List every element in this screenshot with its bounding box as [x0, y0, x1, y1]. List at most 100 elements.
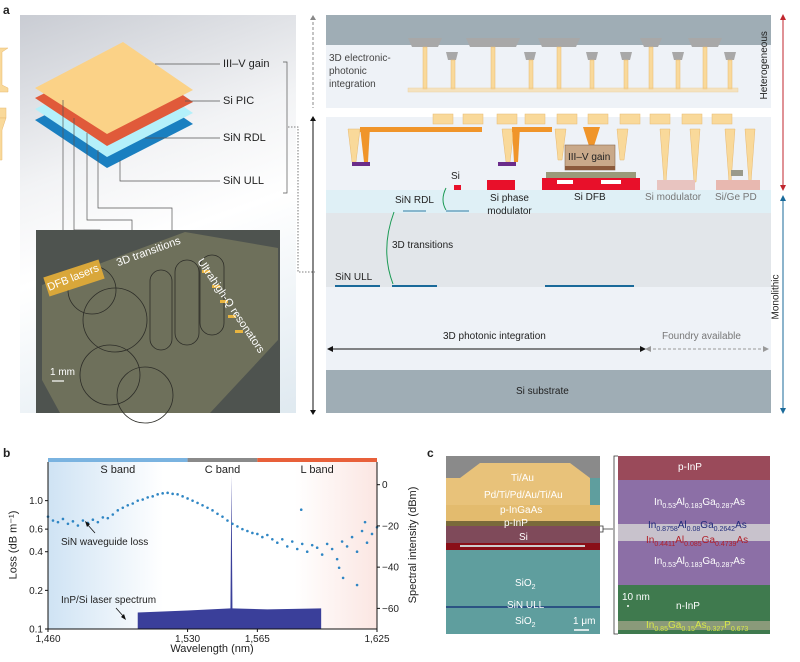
routing-metal: [360, 127, 600, 162]
loss-point: [166, 491, 169, 495]
sem-label-p-ingaas: p-InGaAs: [500, 505, 543, 516]
loss-point: [181, 495, 184, 498]
dotted-connector: [288, 126, 315, 273]
si-substrate: [326, 370, 771, 413]
loss-point: [161, 492, 164, 495]
loss-point: [141, 498, 145, 501]
contact-layer: [446, 505, 600, 521]
sem-label-sio2-upper: SiO2: [515, 578, 536, 591]
loss-point: [285, 545, 289, 548]
label-3d-transitions: 3D transitions: [392, 240, 454, 251]
sem-label-sin-ull: SiN ULL: [507, 600, 545, 611]
y-tick-label-left: 0.4: [29, 547, 43, 558]
sem-label-sio2-lower: SiO2: [515, 616, 536, 629]
iiiv-gain-chip: [564, 144, 616, 171]
loss-point: [241, 527, 244, 531]
label-si-modulator: Si modulator: [645, 192, 702, 203]
heater-1: [352, 162, 370, 166]
loss-point: [196, 501, 199, 505]
stack-label-sin-ull: SiN ULL: [223, 175, 264, 187]
sem-label-p-inp: p-InP: [504, 518, 528, 529]
annotation-laser: InP/Si laser spectrum: [61, 595, 157, 606]
ti-au-layer: [446, 463, 590, 508]
loss-point: [280, 537, 284, 541]
sem-scale-bar: 1 μm: [573, 616, 596, 627]
loss-point: [151, 495, 154, 498]
pillar-columns: [347, 46, 756, 183]
x-tick-label: 1,565: [245, 634, 270, 645]
loss-point: [96, 520, 100, 524]
electronic-pillars: [0, 47, 9, 161]
label-si-phase-modulator: Si phase modulator: [487, 193, 532, 217]
sem-label-ti-au: Ti/Au: [511, 473, 534, 484]
sin-ull-band: [326, 213, 771, 287]
stack-label-sin-rdl: SiN RDL: [223, 132, 266, 144]
loss-point: [201, 503, 204, 507]
loss-point: [300, 542, 304, 546]
loss-point: [176, 493, 179, 496]
band-label: L band: [300, 464, 334, 476]
loss-point: [211, 509, 214, 512]
x-tick-label: 1,460: [35, 634, 60, 645]
annotation-loss: SiN waveguide loss: [61, 537, 149, 548]
loss-point: [136, 499, 140, 502]
tem-scale-bar: 10 nm: [622, 592, 650, 603]
sin-rdl-band: [326, 190, 771, 213]
label-foundry-available: Foundry available: [662, 331, 741, 342]
loss-point: [299, 508, 303, 511]
loss-point: [236, 525, 239, 528]
loss-point: [61, 517, 65, 521]
loss-point: [315, 546, 319, 549]
loss-point: [320, 553, 324, 556]
panel-b-label: b: [3, 446, 11, 460]
loss-point: [226, 519, 229, 522]
loss-point: [76, 524, 80, 527]
tem-label-p-inp: p-InP: [678, 462, 702, 473]
x-tick-label: 1,625: [364, 634, 389, 645]
loss-point: [106, 516, 110, 520]
loss-point: [355, 583, 359, 587]
photo-scale-bar: 1 mm: [50, 367, 75, 378]
loss-point: [355, 550, 359, 554]
label-iiiv-gain: III–V gain: [568, 152, 611, 163]
tem-label-n-inp: n-InP: [676, 601, 700, 612]
loss-point: [246, 529, 249, 533]
loss-point: [216, 512, 219, 516]
laser-spectrum: [137, 474, 322, 629]
resonator-outlines: [67, 254, 225, 424]
loss-point: [360, 529, 364, 533]
loss-point: [345, 545, 349, 548]
loss-point: [305, 550, 309, 554]
x-axis-label: Wavelength (nm): [170, 643, 254, 655]
loss-point: [340, 540, 344, 543]
y-tick-label-left: 0.1: [29, 625, 43, 636]
loss-point: [310, 543, 314, 547]
loss-point: [111, 513, 115, 516]
p-inp-layer: [446, 526, 600, 543]
label-3d-photonic-integration: 3D photonic integration: [443, 331, 546, 342]
loss-point: [365, 541, 369, 545]
loss-point: [101, 516, 105, 519]
loss-point: [121, 506, 125, 510]
dfb-bond-layer: [546, 172, 636, 178]
loss-point: [81, 519, 85, 522]
resonator-heaters: [202, 270, 243, 333]
loss-point: [71, 520, 75, 523]
label-si-ge-pd: Si/Ge PD: [715, 192, 757, 203]
y-tick-label-left: 0.2: [29, 586, 43, 597]
tem-label-barrier-top: In0.53Al0.183Ga0.287As: [654, 497, 745, 510]
si-phase-modulator: [487, 180, 515, 190]
label-sin-rdl: SiN RDL: [395, 195, 434, 206]
heater-2: [498, 162, 516, 166]
loss-point: [337, 566, 341, 570]
loss-point: [290, 540, 294, 543]
loss-point: [206, 506, 209, 510]
band-label: C band: [204, 464, 241, 476]
p-ingaas-layer: [446, 521, 600, 526]
y-tick-label-right: −20: [382, 521, 399, 532]
loss-point: [266, 533, 269, 537]
loss-point: [271, 537, 274, 541]
